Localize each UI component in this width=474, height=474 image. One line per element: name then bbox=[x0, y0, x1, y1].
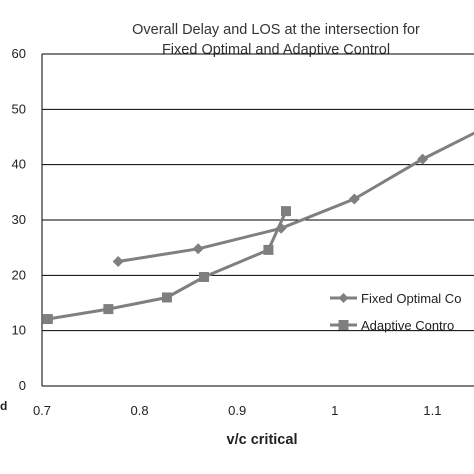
series-group bbox=[42, 131, 474, 325]
y-tick-label: 50 bbox=[12, 101, 26, 116]
x-tick-label: 1 bbox=[331, 403, 338, 418]
series-line bbox=[47, 210, 288, 321]
x-axis-title: v/c critical bbox=[227, 432, 298, 448]
data-point bbox=[42, 314, 53, 325]
legend-label: Fixed Optimal Co bbox=[361, 291, 461, 306]
legend-marker bbox=[338, 293, 349, 303]
chart-title-line-2: Fixed Optimal and Adaptive Control bbox=[162, 42, 390, 58]
y-axis-title-fragment: d bbox=[0, 399, 7, 413]
data-point bbox=[263, 244, 274, 255]
x-tick-label: 1.1 bbox=[423, 403, 441, 418]
axes bbox=[41, 54, 474, 387]
x-tick-label: 0.8 bbox=[131, 403, 149, 418]
series-1 bbox=[112, 131, 474, 267]
legend: Fixed Optimal Co Adaptive Contro bbox=[330, 291, 461, 333]
data-point bbox=[103, 304, 114, 315]
gridlines bbox=[42, 53, 474, 332]
legend-marker bbox=[338, 320, 349, 330]
y-tick-label: 60 bbox=[12, 46, 26, 61]
data-point bbox=[417, 153, 429, 165]
data-point bbox=[281, 206, 291, 217]
y-tick-label: 40 bbox=[12, 157, 26, 172]
data-point bbox=[199, 271, 210, 282]
chart-title-line-1: Overall Delay and LOS at the intersectio… bbox=[132, 22, 420, 38]
data-point bbox=[348, 193, 360, 205]
data-point bbox=[192, 243, 204, 255]
legend-label: Adaptive Contro bbox=[361, 318, 454, 333]
x-tick-label: 0.7 bbox=[33, 403, 51, 418]
data-point bbox=[161, 292, 172, 303]
data-point bbox=[112, 256, 124, 267]
x-tick-label: 0.9 bbox=[228, 403, 246, 418]
series-line bbox=[117, 131, 474, 263]
y-tick-label: 20 bbox=[12, 267, 26, 282]
x-tick-labels: 0.7 0.8 0.9 1 1.1 bbox=[33, 403, 441, 418]
series-2 bbox=[42, 206, 291, 325]
y-tick-label: 10 bbox=[12, 323, 26, 338]
y-tick-label: 0 bbox=[19, 378, 26, 393]
y-tick-labels: 0 10 20 30 40 50 60 bbox=[12, 46, 26, 393]
y-tick-label: 30 bbox=[12, 212, 26, 227]
